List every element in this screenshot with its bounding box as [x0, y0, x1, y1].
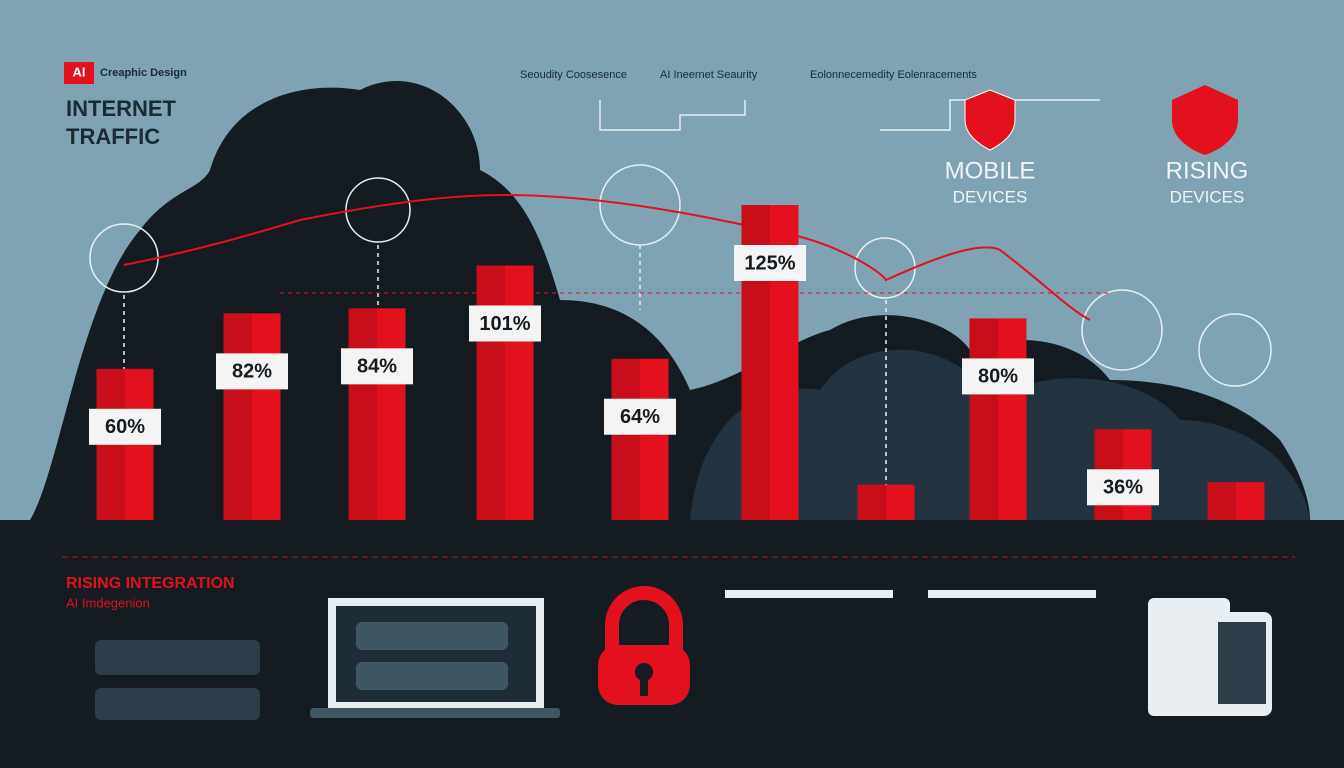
icons: [89, 164, 1272, 520]
bar: [348, 308, 406, 520]
trend-line: [123, 193, 1091, 321]
tag: AI Ineernet Seaurity: [660, 69, 758, 81]
value-label: 80%: [978, 366, 1018, 388]
tag: Eolonnecemedity Eolenracements: [810, 69, 977, 81]
footer-icons: [95, 586, 1272, 720]
value-label: 101%: [479, 313, 530, 335]
footer-subtitle: AI Imdegenion: [66, 595, 150, 610]
value-label: 125%: [744, 252, 795, 274]
title: INTERNET: [66, 96, 177, 121]
badge: [64, 62, 94, 84]
value-label-box: [89, 408, 161, 445]
connector: [599, 99, 1100, 131]
shield-icon: [1172, 85, 1238, 155]
bar-shade: [857, 484, 886, 520]
tag: Seoudity Coosesence: [520, 69, 627, 81]
bar-shade: [476, 265, 505, 520]
bar-shade: [1207, 482, 1236, 520]
value-label-box: [604, 398, 676, 435]
value-label: 36%: [1103, 477, 1143, 499]
bar-shade: [223, 313, 252, 520]
value-label: 64%: [620, 406, 660, 428]
value-label-box: [216, 353, 288, 390]
bar: [611, 358, 669, 520]
value-label-box: [1087, 469, 1159, 506]
value-label-box: [341, 348, 413, 385]
value-label: 84%: [357, 356, 397, 378]
bar: [857, 484, 915, 520]
bar-shade: [611, 358, 640, 520]
callout: MOBILE: [945, 157, 1036, 184]
value-label-box: [469, 305, 541, 342]
value-label: 82%: [232, 361, 272, 383]
value-label: 60%: [105, 416, 145, 438]
bar: [969, 318, 1027, 520]
callout: DEVICES: [953, 187, 1028, 206]
bar-shade: [969, 318, 998, 520]
bar: [1207, 482, 1265, 520]
value-label-box: [962, 358, 1034, 395]
bar: [223, 313, 281, 520]
brand: Creaphic Design: [100, 67, 187, 79]
bar-shade: [348, 308, 377, 520]
title: TRAFFIC: [66, 124, 160, 149]
footer-title: RISING INTEGRATION: [66, 575, 235, 592]
callout: DEVICES: [1170, 187, 1245, 206]
shield-icon: [964, 89, 1016, 151]
badge-text: AI: [73, 64, 86, 79]
value-label-box: [734, 245, 806, 281]
callout: RISING: [1166, 157, 1249, 184]
